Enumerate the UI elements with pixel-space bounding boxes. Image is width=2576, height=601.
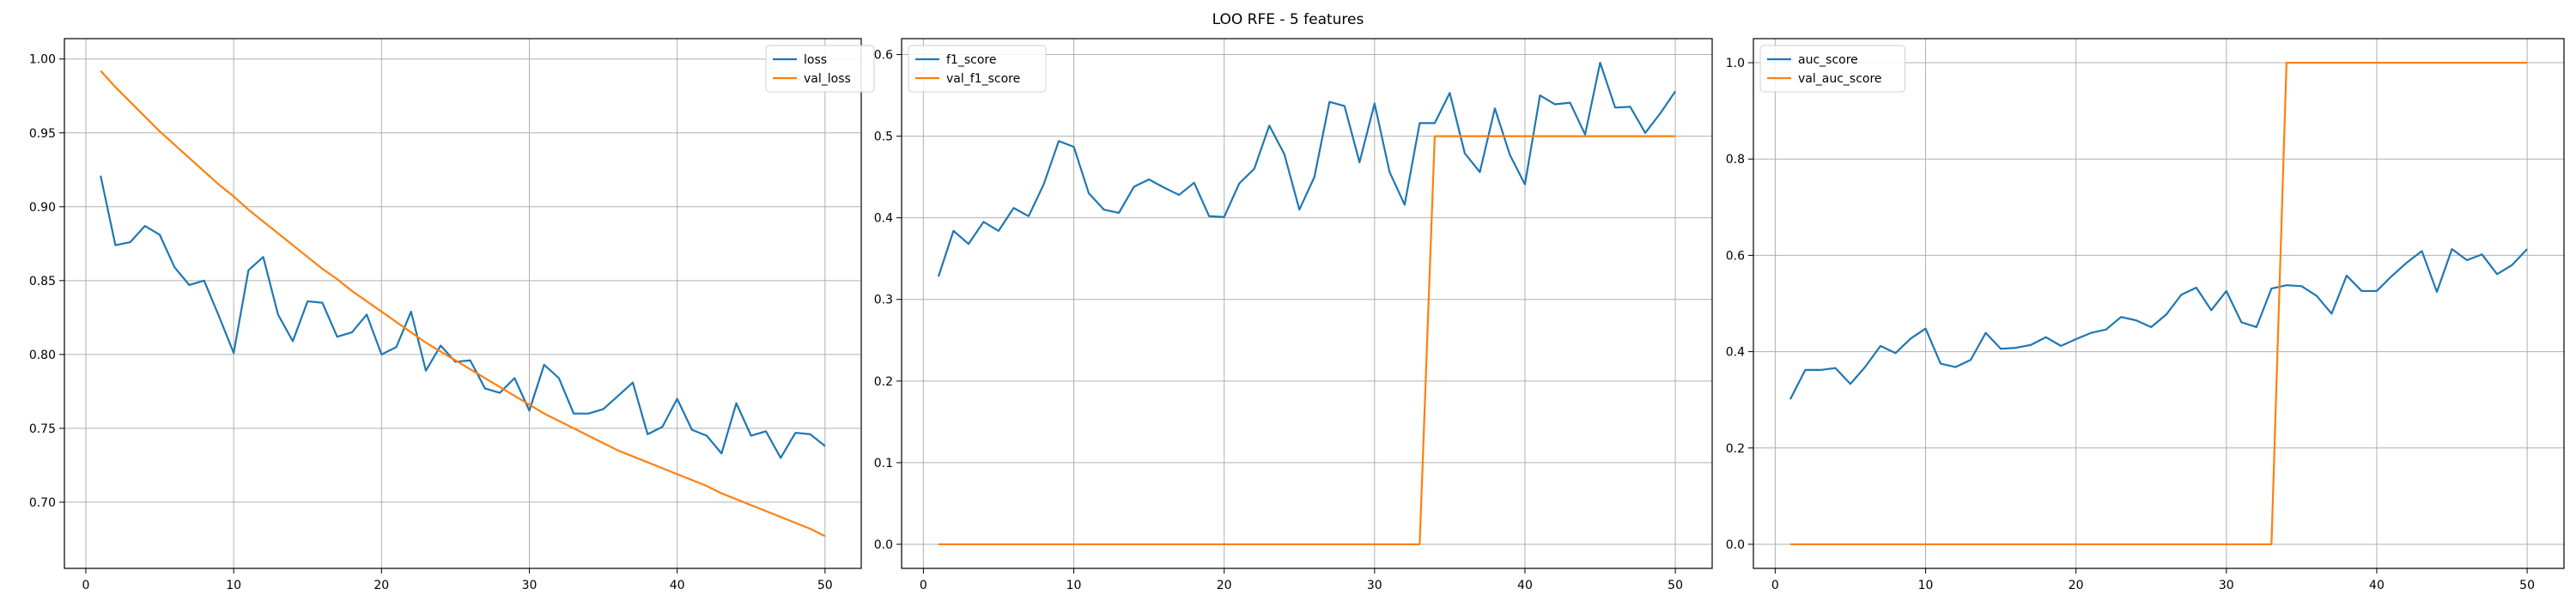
- legend: f1_score val_f1_score: [908, 45, 1047, 93]
- y-tick-label: 0.0: [1726, 538, 1745, 552]
- x-tick-label: 10: [1918, 579, 1934, 592]
- x-tick-label: 20: [1217, 579, 1232, 592]
- legend-label: loss: [804, 53, 827, 67]
- y-tick-label: 0.95: [29, 127, 56, 141]
- legend-label: auc_score: [1798, 53, 1858, 67]
- y-tick-label: 0.85: [29, 275, 56, 288]
- series-line-auc-score: [1789, 248, 2528, 400]
- x-tick-label: 50: [2519, 579, 2535, 592]
- y-tick-label: 0.6: [1726, 249, 1745, 263]
- x-tick-label: 0: [920, 579, 927, 592]
- f1-score-panel: 0 10 20 30 40 50 0.0 0.1 0.2 0.3 0.4 0.5 0.6 f1_score…: [874, 38, 1713, 592]
- series-line-val-f1-score: [938, 135, 1676, 546]
- y-tick-label: 0.2: [1726, 442, 1745, 456]
- y-tick-label: 1.00: [29, 53, 56, 67]
- x-tick-label: 0: [82, 579, 90, 592]
- legend-label: val_loss: [804, 72, 851, 86]
- y-tick-label: 0.70: [29, 496, 56, 510]
- x-tick-label: 40: [2369, 579, 2385, 592]
- x-tick-label: 40: [670, 579, 685, 592]
- y-tick-label: 0.4: [874, 212, 893, 226]
- legend: loss val_loss: [765, 45, 875, 93]
- axes-frame: [901, 38, 1713, 569]
- x-tick-label: 10: [226, 579, 241, 592]
- legend-label: f1_score: [946, 53, 996, 67]
- y-tick-label: 1.0: [1726, 57, 1745, 70]
- x-tick-label: 50: [1668, 579, 1683, 592]
- x-tick-label: 20: [2069, 579, 2084, 592]
- legend-box: [908, 45, 1047, 93]
- figure-title: LOO RFE - 5 features: [1212, 11, 1364, 28]
- legend-box: [765, 45, 875, 93]
- legend-label: val_f1_score: [946, 72, 1020, 86]
- x-tick-label: 30: [1367, 579, 1382, 592]
- series-line-loss: [100, 175, 826, 459]
- loss-panel: 0 10 20 30 40 50 0.70 0.75 0.80 0.85 0.90 0.95 1.00 l…: [29, 38, 875, 592]
- legend: auc_score val_auc_score: [1759, 45, 1905, 93]
- axes-frame: [1753, 38, 2565, 569]
- x-tick-label: 50: [817, 579, 833, 592]
- series-line-val-loss: [100, 70, 826, 537]
- y-tick-label: 0.4: [1726, 346, 1745, 360]
- y-tick-label: 0.80: [29, 349, 56, 362]
- y-tick-label: 0.75: [29, 422, 56, 436]
- x-tick-label: 40: [1517, 579, 1533, 592]
- y-tick-label: 0.0: [874, 538, 893, 552]
- legend-box: [1759, 45, 1905, 93]
- y-tick-label: 0.8: [1726, 153, 1745, 167]
- x-tick-label: 30: [2219, 579, 2234, 592]
- x-tick-label: 0: [1771, 579, 1779, 592]
- y-tick-label: 0.6: [874, 49, 893, 63]
- axes-frame: [64, 38, 862, 569]
- series-line-val-auc-score: [1789, 61, 2528, 546]
- y-tick-label: 0.5: [874, 131, 893, 144]
- y-tick-label: 0.3: [874, 294, 893, 307]
- y-tick-label: 0.90: [29, 201, 56, 215]
- y-tick-label: 0.2: [874, 375, 893, 389]
- auc-score-panel: 0 10 20 30 40 50 0.0 0.2 0.4 0.6 0.8 1.0 auc_scoreva…: [1726, 38, 2565, 592]
- x-tick-label: 30: [522, 579, 538, 592]
- legend-label: val_auc_score: [1798, 72, 1882, 86]
- y-tick-label: 0.1: [874, 457, 893, 470]
- series-line-f1-score: [937, 61, 1676, 277]
- x-tick-label: 10: [1066, 579, 1082, 592]
- x-tick-label: 20: [374, 579, 389, 592]
